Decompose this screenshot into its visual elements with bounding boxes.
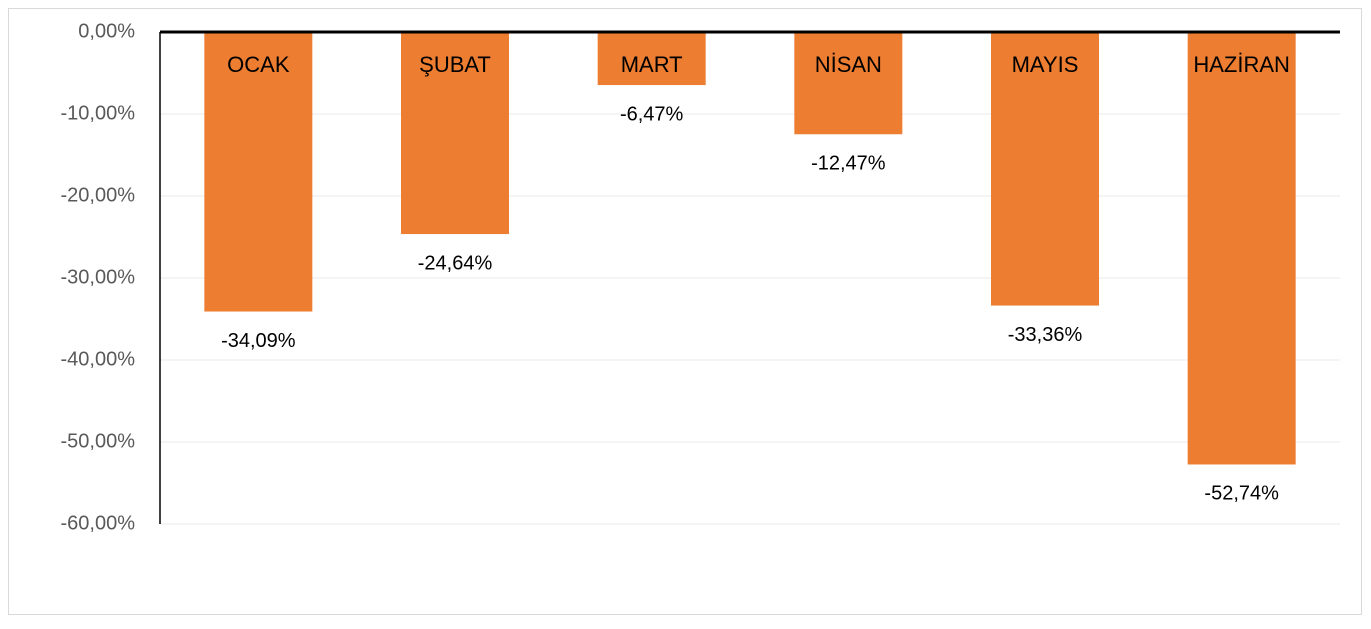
bar [991,32,1099,306]
category-label: HAZİRAN [1193,52,1290,77]
data-label: -33,36% [1008,324,1083,346]
bar [401,32,509,235]
category-label: MAYIS [1012,52,1079,77]
y-tick-label: -20,00% [61,184,136,206]
category-label: MART [621,52,683,77]
bar [597,32,706,86]
bar [1187,32,1296,465]
y-tick-label: 0,00% [78,20,135,42]
y-tick-label: -30,00% [61,266,136,288]
bar [204,32,313,312]
data-label: -34,09% [221,330,296,352]
data-label: -24,64% [418,252,493,274]
y-tick-label: -50,00% [61,430,136,452]
y-tick-label: -10,00% [61,102,136,124]
data-label: -6,47% [620,103,684,125]
category-label: ŞUBAT [419,52,491,77]
data-label: -52,74% [1204,483,1279,505]
y-tick-label: -40,00% [61,348,136,370]
bar [794,32,903,135]
data-label: -12,47% [811,153,886,175]
y-tick-label: -60,00% [61,512,136,534]
category-label: NİSAN [815,52,882,77]
category-label: OCAK [227,52,290,77]
